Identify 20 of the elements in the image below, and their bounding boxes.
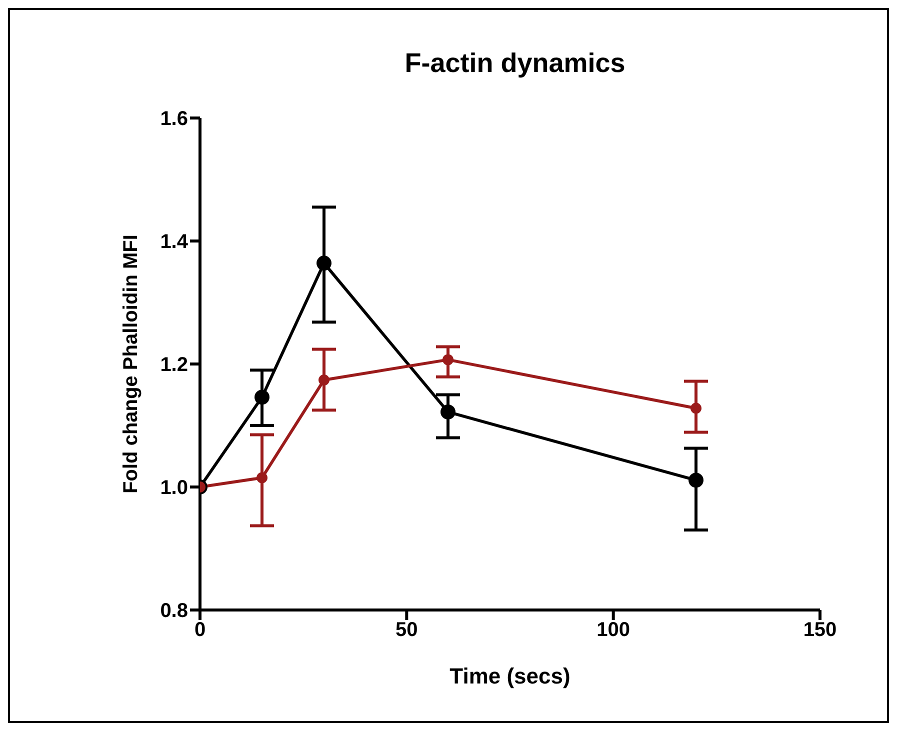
chart-title: F-actin dynamics (404, 48, 626, 79)
point (690, 402, 702, 414)
x-tick-label: 50 (396, 619, 418, 642)
y-tick-label: 0.8 (160, 600, 188, 622)
point (442, 354, 454, 366)
y-tick-label: 1.4 (160, 231, 189, 254)
point (256, 472, 268, 484)
y-tick-label: 1.2 (160, 354, 188, 376)
y-axis-title: Fold change Phalloidin MFI (120, 234, 142, 494)
y-tick-label: 1.6 (160, 108, 188, 130)
point (318, 374, 330, 386)
x-tick-label: 100 (596, 619, 630, 642)
point (440, 404, 456, 420)
x-tick-label: 0 (194, 619, 206, 642)
point (316, 256, 332, 271)
x-tick-label: 150 (803, 619, 837, 642)
point (254, 390, 270, 405)
x-axis-title: Time (secs) (450, 664, 570, 689)
point (688, 472, 704, 488)
y-tick-label: 1.0 (160, 477, 188, 500)
